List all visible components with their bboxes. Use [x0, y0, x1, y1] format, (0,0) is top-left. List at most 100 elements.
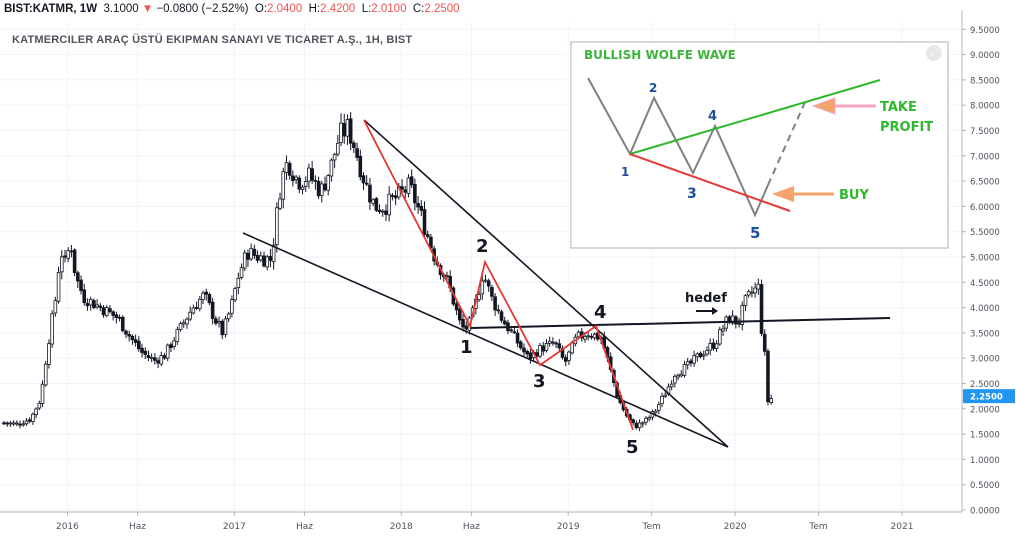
candle-body: [461, 319, 465, 328]
candle-body: [358, 155, 363, 178]
candle-body: [640, 422, 645, 425]
candle-body: [178, 323, 183, 330]
candle-body: [364, 182, 369, 185]
buy-arrowhead: [772, 186, 794, 202]
candle-body: [72, 249, 77, 274]
y-tick-label: 4.0000: [970, 304, 1000, 314]
high-label: H:: [308, 3, 321, 15]
y-tick-label: 3.5000: [970, 329, 1000, 339]
candle-body: [146, 355, 151, 358]
candle-body: [730, 315, 735, 324]
chart-title: KATMERCILER ARAÇ ÜSTÜ EKIPMAN SANAYI VE …: [12, 34, 413, 46]
candle-body: [162, 355, 167, 359]
candle-body: [181, 322, 186, 325]
candle-body: [329, 159, 334, 177]
candle-body: [59, 256, 64, 273]
candle-body: [159, 355, 164, 365]
candle-body: [313, 180, 318, 182]
x-tick-label: 2017: [223, 522, 246, 532]
candle-body: [682, 364, 687, 376]
candle-body: [486, 280, 491, 287]
candle-body: [445, 275, 449, 277]
y-tick-label: 1.0000: [970, 456, 1000, 466]
x-tick-label: Haz: [463, 522, 480, 532]
x-tick-label: Tem: [641, 522, 660, 532]
candle-body: [149, 357, 154, 360]
inset-title: BULLISH WOLFE WAVE: [584, 48, 736, 62]
candle-body: [653, 410, 658, 414]
candle-body: [644, 417, 648, 423]
candle-body: [76, 272, 80, 282]
candle-body: [101, 307, 106, 316]
y-tick-label: 0.5000: [970, 481, 1000, 491]
y-tick-label: 2.0000: [970, 405, 1000, 415]
inset-close-icon[interactable]: [926, 45, 942, 61]
candle-body: [230, 299, 234, 314]
y-tick-label: 1.5000: [970, 431, 1000, 441]
x-tick-label: 2018: [390, 522, 413, 532]
candle-body: [217, 321, 221, 324]
candle-body: [522, 347, 526, 353]
symbol-name[interactable]: BIST:KATMR, 1W: [4, 3, 98, 15]
candle-body: [198, 298, 202, 310]
target-line-1-4[interactable]: [469, 317, 891, 329]
wave-label-5: 5: [626, 437, 639, 458]
candle-body: [393, 195, 398, 199]
candle-body: [371, 199, 375, 204]
candle-body: [528, 352, 533, 360]
candle-body: [56, 272, 61, 302]
candle-body: [165, 344, 170, 359]
candle-body: [50, 313, 54, 345]
candle-body: [535, 352, 539, 357]
candle-body: [509, 329, 513, 332]
candle-body: [143, 350, 148, 355]
candle-body: [679, 373, 684, 377]
candle-body: [769, 398, 773, 404]
x-tick-label: 2019: [557, 522, 580, 532]
candle-body: [5, 422, 10, 425]
candle-body: [220, 320, 225, 336]
candle-body: [284, 162, 289, 174]
candle-body: [175, 329, 180, 343]
candle-body: [576, 331, 581, 338]
open-label: O:: [254, 3, 268, 15]
candle-body: [117, 316, 122, 319]
candle-body: [721, 328, 725, 332]
candle-body: [499, 311, 504, 321]
candle-body: [210, 301, 215, 319]
candle-body: [547, 340, 552, 344]
candle-body: [554, 342, 558, 345]
lower-trendline[interactable]: [242, 232, 729, 448]
candle-body: [332, 154, 337, 161]
candle-body: [137, 340, 141, 350]
candle-body: [133, 339, 138, 343]
candle-body: [515, 332, 520, 344]
candle-body: [37, 402, 42, 409]
candle-body: [416, 202, 420, 208]
y-tick-label: 5.5000: [970, 228, 1000, 238]
price-change: −0.0800 (−2.52%): [156, 3, 249, 15]
candle-body: [490, 286, 494, 297]
take-profit-label-1: TAKE: [880, 100, 917, 115]
y-tick-label: 7.0000: [970, 152, 1000, 162]
upper-trendline[interactable]: [363, 119, 729, 448]
candle-body: [657, 404, 661, 411]
candle-body: [278, 198, 282, 209]
candle-body: [525, 350, 530, 355]
candle-body: [740, 304, 745, 325]
candle-body: [380, 210, 385, 213]
candle-body: [246, 252, 250, 260]
candle-body: [647, 417, 651, 420]
candle-body: [319, 183, 324, 196]
candle-body: [567, 351, 571, 361]
inset-green-line: [629, 79, 881, 155]
y-tick-label: 2.5000: [970, 380, 1000, 390]
wolfe-wave-path[interactable]: [363, 119, 634, 431]
candle-body: [518, 341, 523, 349]
candle-body: [759, 284, 764, 334]
candle-body: [429, 236, 433, 249]
candle-body: [541, 345, 546, 352]
candle-body: [592, 333, 597, 339]
candle-body: [297, 177, 302, 190]
